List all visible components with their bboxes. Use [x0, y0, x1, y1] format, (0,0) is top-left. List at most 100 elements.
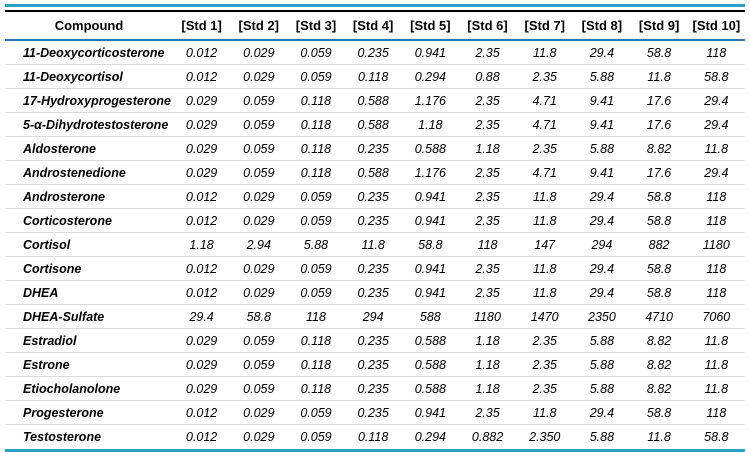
std-value-cell: 147	[516, 232, 574, 257]
table-row: Progesterone 0.012 0.029 0.059 0.235 0.941 2.3…	[5, 400, 745, 425]
std-value-cell: 11.8	[344, 232, 402, 257]
std-value-cell: 0.012	[173, 400, 231, 425]
std-value-cell: 0.029	[173, 328, 231, 353]
std-value-cell: 0.059	[287, 208, 345, 233]
std-value-cell: 9.41	[573, 160, 631, 185]
std-value-cell: 0.012	[173, 280, 231, 305]
std-value-cell: 0.118	[287, 352, 345, 377]
std-value-cell: 11.8	[687, 328, 745, 353]
std-value-cell: 58.8	[687, 424, 745, 448]
std-value-cell: 0.235	[344, 184, 402, 209]
std-value-cell: 5.88	[573, 136, 631, 161]
std-value-cell: 29.4	[573, 184, 631, 209]
std-value-cell: 0.235	[344, 328, 402, 353]
compound-name: Etiocholanolone	[5, 376, 173, 401]
std-value-cell: 5.88	[573, 328, 631, 353]
std-value-cell: 58.8	[630, 208, 688, 233]
std-value-cell: 0.235	[344, 376, 402, 401]
table-row: Androsterone 0.012 0.029 0.059 0.235 0.941 2.3…	[5, 184, 745, 209]
compound-name: Estradiol	[5, 328, 173, 353]
compound-name: Estrone	[5, 352, 173, 377]
std-value-cell: 0.029	[173, 352, 231, 377]
std-value-cell: 1.176	[401, 160, 459, 185]
std-value-cell: 0.235	[344, 208, 402, 233]
std-column-header: [Std 7]	[516, 10, 574, 41]
std-value-cell: 0.059	[230, 88, 288, 113]
compound-name: DHEA-Sulfate	[5, 304, 173, 329]
std-value-cell: 118	[687, 400, 745, 425]
std-value-cell: 8.82	[630, 376, 688, 401]
std-value-cell: 0.118	[344, 64, 402, 89]
std-value-cell: 2.35	[516, 328, 574, 353]
std-value-cell: 118	[687, 280, 745, 305]
std-value-cell: 7060	[687, 304, 745, 329]
std-value-cell: 0.941	[401, 184, 459, 209]
compound-name: Progesterone	[5, 400, 173, 425]
table-row: Estradiol 0.029 0.059 0.118 0.235 0.588 1.18 2.…	[5, 328, 745, 353]
table-row: 17-Hydroxyprogesterone 0.029 0.059 0.118 0.5…	[5, 88, 745, 113]
std-value-cell: 0.941	[401, 400, 459, 425]
std-value-cell: 2.35	[458, 208, 517, 233]
std-value-cell: 0.941	[401, 256, 459, 281]
std-value-cell: 0.029	[173, 112, 231, 137]
std-value-cell: 2350	[573, 304, 631, 329]
table-row: 5-α-Dihydrotestosterone 0.029 0.059 0.118 0.…	[5, 112, 745, 137]
std-value-cell: 1.176	[401, 88, 459, 113]
standards-concentration-table: Compound [Std 1] [Std 2] [Std 3] [Std 4] [Std…	[5, 10, 745, 448]
std-value-cell: 0.235	[344, 400, 402, 425]
compound-name: Testosterone	[5, 424, 173, 448]
table-row: DHEA 0.012 0.029 0.059 0.235 0.941 2.35 11.8 29.…	[5, 280, 745, 305]
std-value-cell: 2.35	[516, 64, 574, 89]
std-value-cell: 17.6	[630, 88, 688, 113]
compound-name: Cortisone	[5, 256, 173, 281]
std-value-cell: 1.18	[458, 352, 517, 377]
table-row: Cortisol 1.18 2.94 5.88 11.8 58.8 118 147 294 882…	[5, 232, 745, 257]
std-value-cell: 0.029	[173, 160, 231, 185]
std-value-cell: 0.012	[173, 208, 231, 233]
std-value-cell: 1.18	[173, 232, 231, 257]
std-value-cell: 0.012	[173, 424, 231, 448]
std-value-cell: 0.012	[185, 46, 218, 60]
std-value-cell: 0.588	[401, 136, 459, 161]
std-value-cell: 1.18	[458, 328, 517, 353]
std-value-cell: 0.059	[287, 280, 345, 305]
std-value-cell: 11.8	[630, 424, 688, 448]
standards-table-container: Compound [Std 1] [Std 2] [Std 3] [Std 4] [Std…	[5, 4, 745, 452]
std-value-cell: 17.6	[630, 112, 688, 137]
std-column-header: [Std 2]	[230, 10, 288, 41]
std-value-cell: 0.588	[401, 328, 459, 353]
std-value-cell: 8.82	[630, 328, 688, 353]
std-value-cell: 0.235	[344, 256, 402, 281]
std-value-cell: 0.059	[230, 352, 288, 377]
std-value-cell: 1180	[687, 232, 745, 257]
std-value-cell: 0.059	[300, 46, 332, 60]
table-row: DHEA-Sulfate 29.4 58.8 118 294 588 1180 1470 235…	[5, 304, 745, 329]
std-value-cell: 1.18	[401, 112, 459, 137]
std-value-cell: 11.8	[687, 136, 745, 161]
std-value-cell: 11.8	[687, 376, 745, 401]
std-value-cell: 0.059	[230, 160, 288, 185]
std-value-cell: 11.8	[516, 280, 574, 305]
std-value-cell: 0.012	[173, 64, 231, 89]
std-value-cell: 0.059	[287, 424, 345, 448]
std-value-cell: 0.012	[173, 256, 231, 281]
std-value-cell: 5.88	[287, 232, 345, 257]
std-value-cell: 58.8	[630, 184, 688, 209]
compound-name: 17-Hydroxyprogesterone	[5, 88, 173, 113]
std-value-cell: 29.4	[573, 208, 631, 233]
std-value-cell: 0.012	[173, 184, 231, 209]
std-value-cell: 9.41	[573, 112, 631, 137]
std-value-cell: 2.35	[516, 136, 574, 161]
std-value-cell: 2.35	[458, 280, 517, 305]
std-value-cell: 0.588	[344, 88, 402, 113]
std-value-cell: 2.35	[458, 400, 517, 425]
std-value-cell: 0.059	[230, 376, 288, 401]
std-value-cell: 29.4	[589, 46, 615, 60]
compound-name: 11-Deoxycorticosterone	[23, 46, 165, 60]
std-value-cell: 0.118	[287, 112, 345, 137]
std-value-cell: 11.8	[630, 64, 688, 89]
std-value-cell: 29.4	[573, 400, 631, 425]
std-value-cell: 0.029	[173, 136, 231, 161]
compound-name: 5-α-Dihydrotestosterone	[5, 112, 173, 137]
std-value-cell: 1470	[516, 304, 574, 329]
